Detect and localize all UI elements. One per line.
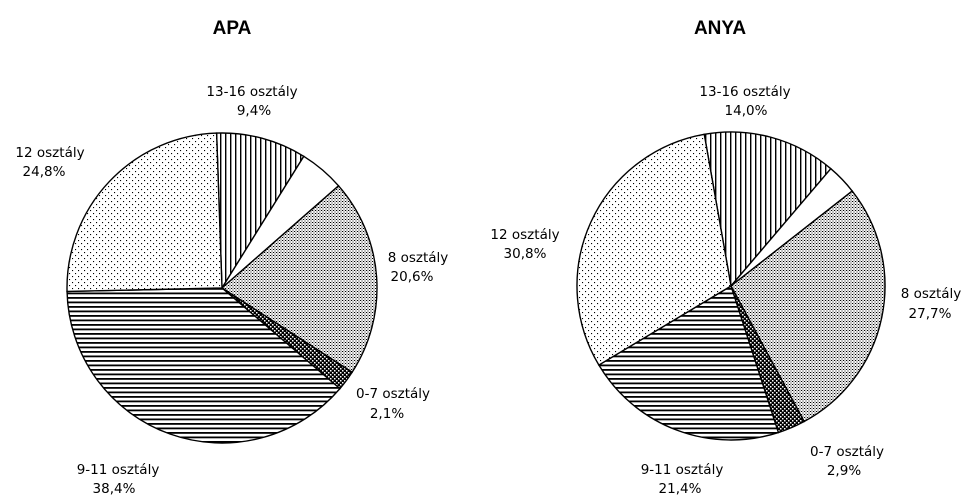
slice-label-0-7: 0-7 osztály 2,9% <box>810 444 884 479</box>
slice-category-label: 9-11 osztály <box>77 462 160 478</box>
slice-label-12: 12 osztály 30,8% <box>490 227 559 262</box>
pie-slice-9-11 <box>66 287 341 444</box>
pie-slice-13-16 <box>215 132 305 291</box>
slice-category-label: 0-7 osztály <box>810 444 884 460</box>
chart-anya: ANYA 13-16 osztály 14,0% 12 osztály 30,8… <box>490 18 961 497</box>
slice-label-12: 12 osztály 24,8% <box>15 145 84 180</box>
slice-percent-label: 24,8% <box>23 164 66 180</box>
pie-slice-12 <box>576 133 732 367</box>
slice-category-label: 9-11 osztály <box>641 462 724 478</box>
slice-category-label: 13-16 osztály <box>699 84 790 100</box>
slice-percent-label: 2,1% <box>370 406 404 422</box>
pie-slice-12 <box>66 132 223 293</box>
pie-slice-13-16 <box>703 131 832 288</box>
slice-label-8: 8 osztály 20,6% <box>388 250 449 285</box>
slice-percent-label: 2,9% <box>827 463 861 479</box>
pie-slice-9-11 <box>597 284 780 441</box>
slice-percent-label: 27,7% <box>909 306 952 322</box>
pie-slices <box>576 131 886 441</box>
chart-apa: APA 13-16 osztály 9,4% 12 osztály 24,8% … <box>15 18 448 497</box>
slice-percent-label: 20,6% <box>391 269 434 285</box>
slice-label-13-16: 13-16 osztály 14,0% <box>699 84 790 119</box>
chart-title: APA <box>213 18 252 39</box>
slice-label-0-7: 0-7 osztály 2,1% <box>356 386 430 422</box>
chart-title: ANYA <box>694 18 746 39</box>
pie-slices <box>66 132 378 444</box>
slice-category-label: 8 osztály <box>901 286 962 302</box>
slice-percent-label: 38,4% <box>93 481 136 497</box>
slice-label-9-11: 9-11 osztály 38,4% <box>77 462 160 497</box>
slice-category-label: 12 osztály <box>490 227 559 243</box>
slice-category-label: 13-16 osztály <box>206 84 297 100</box>
slice-category-label: 12 osztály <box>15 145 84 161</box>
slice-category-label: 0-7 osztály <box>356 386 430 402</box>
slice-percent-label: 9,4% <box>237 103 271 119</box>
slice-percent-label: 30,8% <box>504 246 547 262</box>
slice-percent-label: 21,4% <box>659 481 702 497</box>
slice-percent-label: 14,0% <box>725 103 768 119</box>
pie-slice-8 <box>730 190 886 423</box>
slice-label-8: 8 osztály 27,7% <box>901 286 962 322</box>
slice-label-9-11: 9-11 osztály 21,4% <box>641 462 724 497</box>
slice-category-label: 8 osztály <box>388 250 449 266</box>
pie-slice-8 <box>220 184 378 374</box>
slice-label-13-16: 13-16 osztály 9,4% <box>206 84 297 119</box>
